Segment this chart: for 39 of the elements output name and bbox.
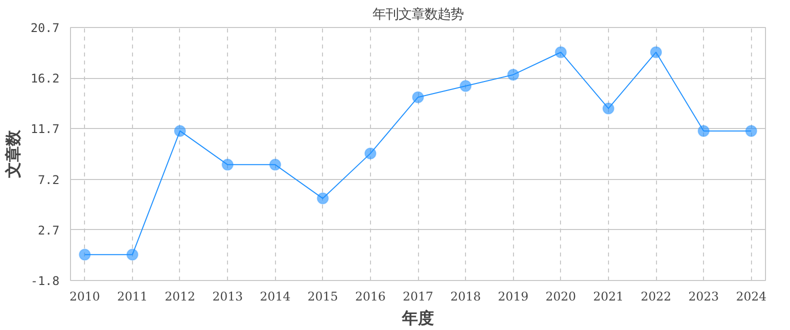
x-tick-label: 2017 [402, 290, 434, 304]
point [174, 124, 186, 137]
point [269, 158, 282, 171]
point [316, 192, 329, 204]
x-tick-label: 2011 [117, 290, 148, 304]
point [364, 147, 376, 160]
x-tick-label: 2021 [593, 290, 624, 304]
chart-title: 年刊文章数趋势 [372, 8, 464, 22]
y-tick-label: 2.7 [38, 223, 60, 238]
x-tick-label: 2018 [450, 290, 481, 304]
x-tick-label: 2024 [736, 290, 767, 304]
y-tick-label: 16.2 [30, 72, 60, 86]
point [412, 91, 424, 104]
point [507, 68, 520, 81]
x-tick-label: 2020 [546, 290, 576, 304]
x-tick-label: 2014 [260, 290, 291, 304]
y-tick-label: -1.8 [30, 274, 60, 288]
x-tick-label: 2010 [70, 290, 100, 304]
y-tick-label: 7.2 [38, 172, 60, 187]
x-axis-title: 年度 [401, 308, 434, 328]
point [126, 248, 138, 261]
x-tick-label: 2013 [212, 290, 243, 304]
point [460, 80, 472, 92]
x-tick-label: 2012 [164, 290, 196, 304]
x-tick-label: 2023 [688, 290, 719, 304]
y-tick-label: 20.7 [30, 21, 60, 35]
y-axis-title: 文章数 [4, 129, 23, 179]
point [745, 124, 758, 137]
y-tick-label: 11.7 [30, 122, 60, 136]
point [602, 102, 614, 114]
point [554, 46, 567, 58]
x-tick-label: 2019 [498, 290, 528, 304]
x-tick-label: 2016 [355, 290, 386, 304]
x-tick-label: 2022 [640, 290, 672, 304]
point [78, 248, 91, 261]
point [650, 46, 662, 58]
x-tick-label: 2015 [308, 290, 338, 304]
point [222, 158, 234, 171]
point [698, 124, 710, 137]
